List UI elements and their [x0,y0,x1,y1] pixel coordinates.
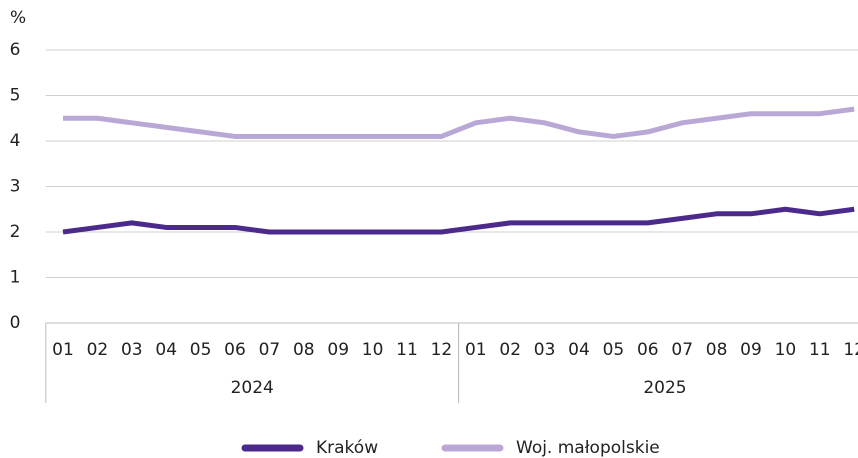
y-tick-label: 5 [10,86,21,106]
group-label: 2024 [231,378,274,398]
x-tick-label: 03 [534,340,556,360]
y-tick-label: 2 [10,222,21,242]
series-line [63,106,855,139]
legend-label: Kraków [316,438,378,458]
legend-label: Woj. małopolskie [516,438,660,458]
x-tick-label: 05 [190,340,212,360]
y-tick-label: 0 [10,313,21,333]
x-tick-label: 04 [155,340,177,360]
x-tick-label: 10 [775,340,797,360]
x-tick-label: 08 [706,340,728,360]
y-axis-unit: % [10,8,26,28]
y-tick-label: 6 [10,40,21,60]
x-tick-label: 11 [809,340,831,360]
x-tick-label: 01 [52,340,74,360]
x-tick-label: 10 [362,340,384,360]
series-line [62,206,855,235]
x-tick-label: 03 [121,340,143,360]
x-tick-label: 01 [465,340,487,360]
x-tick-label: 09 [327,340,349,360]
x-tick-label: 05 [603,340,625,360]
x-tick-label: 06 [224,340,246,360]
x-tick-label: 12 [431,340,453,360]
x-tick-label: 07 [671,340,693,360]
y-tick-label: 1 [10,268,21,288]
x-tick-label: 04 [568,340,590,360]
x-tick-label: 06 [637,340,659,360]
x-tick-label: 09 [740,340,762,360]
x-tick-label: 12 [843,340,858,360]
x-tick-label: 02 [87,340,109,360]
y-tick-label: 4 [10,131,21,151]
x-tick-label: 08 [293,340,315,360]
y-tick-label: 3 [10,177,21,197]
x-tick-label: 02 [499,340,521,360]
group-label: 2025 [643,378,686,398]
x-tick-label: 07 [259,340,281,360]
x-tick-label: 11 [396,340,418,360]
